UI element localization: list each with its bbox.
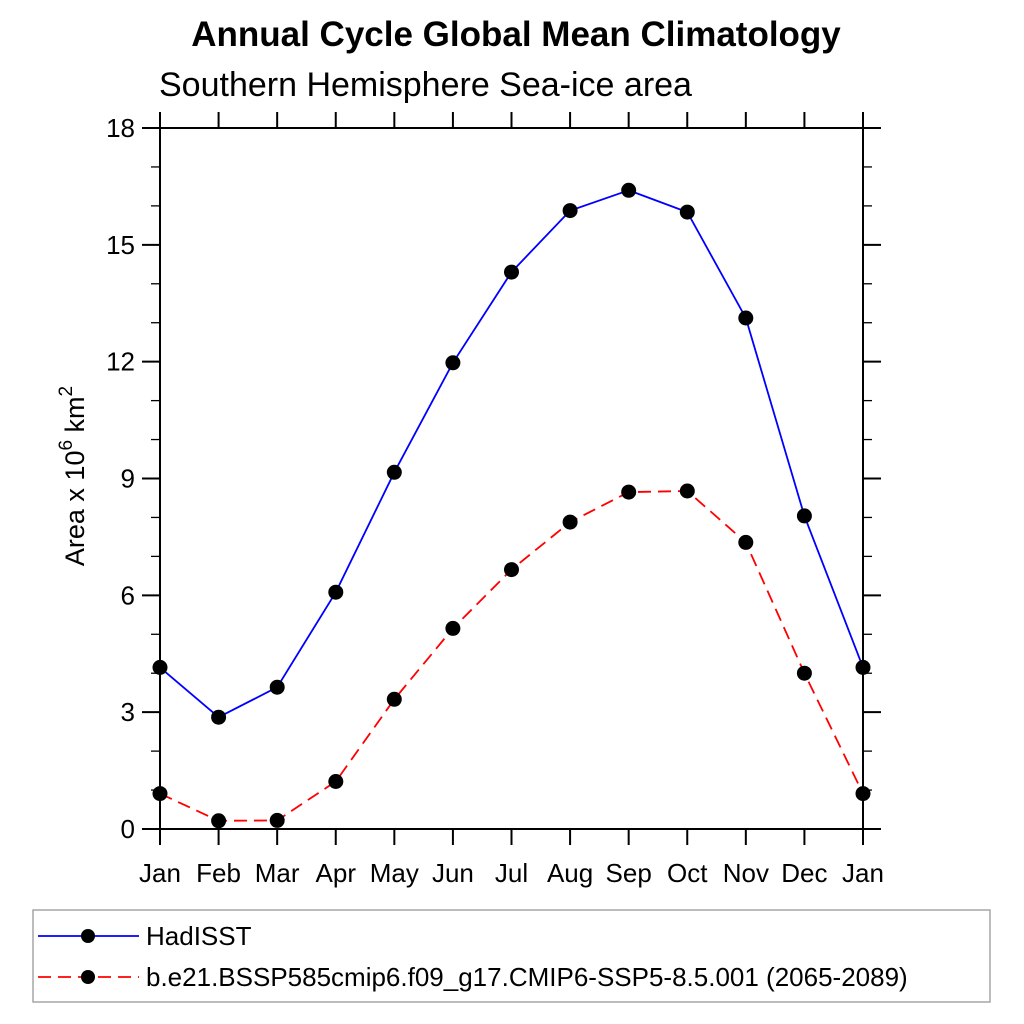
- series-0-marker: [152, 659, 168, 675]
- series-1-marker: [855, 786, 871, 802]
- legend-row-model: b.e21.BSSP585cmip6.f09_g17.CMIP6-SSP5-8.…: [38, 962, 908, 992]
- y-tick-label: 6: [121, 580, 135, 610]
- legend-label-hadisst: HadISST: [146, 921, 252, 951]
- series-1-marker: [679, 483, 695, 499]
- x-tick-label: Dec: [781, 858, 827, 888]
- y-tick-label: 0: [121, 814, 135, 844]
- series-1-marker: [621, 484, 637, 500]
- series-1-marker: [562, 514, 578, 530]
- series-0-marker: [211, 709, 227, 725]
- x-tick-label: Apr: [316, 858, 357, 888]
- series-0-marker: [738, 310, 754, 326]
- x-tick-label: Oct: [667, 858, 708, 888]
- series-1-marker: [738, 534, 754, 550]
- series-0-marker: [621, 182, 637, 198]
- series-1-marker: [269, 812, 285, 828]
- series-1-marker: [504, 562, 519, 578]
- series-1-marker: [152, 786, 168, 802]
- series-line-1: [159, 490, 864, 822]
- legend-row-hadisst: HadISST: [38, 921, 252, 951]
- chart-subtitle: Southern Hemisphere Sea-ice area: [159, 66, 692, 104]
- x-tick-label: Jun: [432, 858, 474, 888]
- y-tick-label: 12: [106, 347, 135, 377]
- y-tick-label: 18: [106, 113, 135, 143]
- series-1-marker: [386, 691, 402, 707]
- x-tick-label: Mar: [255, 858, 300, 888]
- legend-box: [32, 909, 991, 1003]
- series-0-marker: [562, 203, 578, 219]
- y-tick-label: 9: [121, 464, 135, 494]
- plot-area: 0 3 6 9 12 15 18 Jan Feb Mar Apr May Jun Jul Aug Sep Oct…: [106, 112, 884, 888]
- y-axis-label: Area x 106 km2: [56, 386, 90, 566]
- x-tick-label: Jul: [495, 858, 528, 888]
- x-tick-label: Jan: [842, 858, 884, 888]
- legend-label-model: b.e21.BSSP585cmip6.f09_g17.CMIP6-SSP5-8.…: [146, 962, 908, 992]
- series-0-marker: [269, 679, 285, 695]
- series-1-marker: [211, 813, 227, 829]
- x-tick-label: Sep: [606, 858, 652, 888]
- x-tick-label: Jan: [139, 858, 181, 888]
- series-1-marker: [445, 620, 461, 636]
- y-tick-label: 15: [106, 230, 135, 260]
- series-0-marker: [386, 464, 402, 480]
- series-0-marker: [504, 264, 519, 280]
- x-tick-label: Feb: [196, 858, 241, 888]
- x-tick-label: Nov: [723, 858, 769, 888]
- legend-marker-dot-icon: [81, 929, 95, 943]
- series-1-marker: [328, 774, 344, 789]
- series-0-marker: [328, 584, 344, 600]
- x-tick-label: May: [370, 858, 419, 888]
- legend-marker-dot-icon: [81, 970, 95, 984]
- series-0-marker: [679, 204, 695, 220]
- y-tick-label: 3: [121, 697, 135, 727]
- series-0-marker: [796, 508, 812, 524]
- series-0-marker: [445, 355, 461, 371]
- series-0-marker: [855, 659, 871, 675]
- plot-frame: [159, 127, 864, 830]
- x-tick-label: Aug: [547, 858, 593, 888]
- chart-title: Annual Cycle Global Mean Climatology: [191, 15, 841, 54]
- series-1-marker: [796, 665, 812, 681]
- legend: HadISST b.e21.BSSP585cmip6.f09_g17.CMIP6…: [32, 909, 991, 1003]
